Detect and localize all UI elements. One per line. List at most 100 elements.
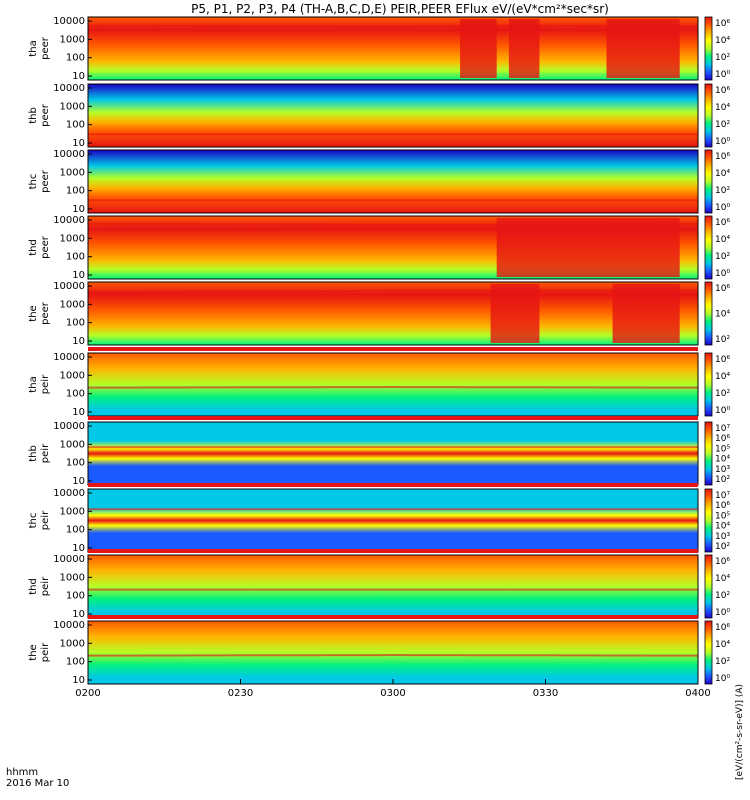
y-tick-label: 1000 [60, 101, 85, 112]
panel-frame [87, 149, 699, 214]
y-axis-label: the [28, 305, 39, 321]
y-axis-label: thd [28, 578, 39, 595]
panel-frame [87, 281, 699, 346]
colorbar-tick-label: 10² [715, 53, 730, 63]
colorbar-tick-label: 10² [715, 657, 730, 667]
y-tick-label: 100 [66, 252, 85, 263]
flux-peak-line [88, 653, 698, 657]
colorbar-tick-label: 10⁰ [715, 70, 730, 80]
y-tick-label: 1000 [60, 299, 85, 310]
colorbar-tick-label: 10⁰ [715, 674, 730, 684]
y-tick-label: 100 [66, 525, 85, 536]
colorbar-tick-label: 10² [715, 186, 730, 196]
spectrogram-image [88, 621, 698, 684]
y-tick-label: 10 [72, 609, 85, 620]
colorbar-tick-label: 10⁴ [715, 103, 730, 113]
panel-tha-peir: 10 100 1000 10000 tha peir 10⁶ 10⁴ 10² 10⁰ [28, 347, 730, 418]
y-tick-label: 100 [66, 318, 85, 329]
colorbar [704, 488, 713, 553]
y-tick-label: 1000 [60, 167, 85, 178]
colorbar-tick-label: 10⁴ [715, 235, 730, 245]
y-tick-label: 1000 [60, 34, 85, 45]
y-axis-label: tha [28, 376, 39, 392]
colorbar-tick-label: 10³ [715, 465, 730, 475]
fill-stripe [88, 615, 698, 619]
y-tick-label: 1000 [60, 638, 85, 649]
fill-stripe [88, 483, 698, 487]
colorbar-tick-label: 10⁶ [715, 355, 730, 365]
panel-thb-peer: 10 100 1000 10000 thb peer 10⁶ 10⁴ 10² 10⁰ [28, 83, 730, 149]
y-tick-label: 100 [66, 657, 85, 668]
y-axis-sublabel: peer [40, 301, 51, 325]
flux-burst [496, 218, 680, 277]
colorbar-tick-label: 10⁴ [715, 372, 730, 382]
colorbar [704, 352, 713, 417]
colorbar-tick-label: 10⁶ [715, 152, 730, 162]
y-tick-label: 10000 [53, 421, 85, 432]
colorbar-tick-label: 10⁴ [715, 310, 730, 320]
colorbar-tick-label: 10⁵ [715, 511, 730, 521]
panels: 10 100 1000 10000 tha peer 10⁶ 10⁴ 10² 10⁰ 10 100 10… [28, 16, 730, 686]
colorbar-tick-label: 10⁶ [715, 284, 730, 294]
colorbar-tick-label: 10⁶ [715, 86, 730, 96]
colorbar-tick-label: 10² [715, 252, 730, 262]
colorbar [704, 83, 713, 148]
y-tick-label: 100 [66, 53, 85, 64]
y-tick-label: 10 [72, 270, 85, 281]
y-tick-label: 10 [72, 675, 85, 686]
y-tick-label: 100 [66, 120, 85, 131]
colorbar [704, 149, 713, 214]
fill-stripe [88, 416, 698, 420]
colorbar-tick-label: 10⁵ [715, 444, 730, 454]
colorbar-tick-label: 10⁴ [715, 455, 730, 465]
y-axis-label: thc [28, 513, 39, 529]
y-tick-label: 1000 [60, 506, 85, 517]
y-tick-label: 100 [66, 389, 85, 400]
y-axis-sublabel: peir [40, 510, 51, 530]
y-axis-sublabel: peer [40, 36, 51, 60]
colorbar-tick-label: 10⁰ [715, 608, 730, 618]
y-tick-label: 100 [66, 458, 85, 469]
panel-frame [87, 83, 699, 148]
colorbar [704, 421, 713, 486]
y-tick-label: 10000 [53, 554, 85, 565]
y-axis-label: thd [28, 239, 39, 256]
colorbar-tick-label: 10⁴ [715, 169, 730, 179]
panel-thd-peer: 10 100 1000 10000 thd peer 10⁶ 10⁴ 10² 10⁰ [28, 215, 730, 281]
panel-the-peer: 10 100 1000 10000 the peer 10⁶ 10⁴ 10² [28, 281, 730, 347]
y-axis-sublabel: peer [40, 169, 51, 193]
spectrogram-image [88, 150, 698, 213]
colorbar-tick-label: 10⁶ [715, 501, 730, 511]
colorbar-tick-label: 10⁰ [715, 203, 730, 213]
colorbar-tick-label: 10⁰ [715, 137, 730, 147]
fill-stripe [88, 549, 698, 553]
colorbar-tick-label: 10⁶ [715, 19, 730, 29]
flux-peak-line [87, 289, 698, 294]
colorbar-tick-label: 10⁶ [715, 218, 730, 228]
y-axis-sublabel: peir [40, 576, 51, 596]
y-tick-label: 100 [66, 591, 85, 602]
colorbar [704, 620, 713, 685]
colorbar-tick-label: 10² [715, 591, 730, 601]
colorbar-tick-label: 10³ [715, 532, 730, 542]
spectrogram-image [88, 555, 698, 618]
y-axis-sublabel: peer [40, 235, 51, 259]
panel-thd-peir: 10 100 1000 10000 thd peir 10⁶ 10⁴ 10² 10⁰ [28, 549, 730, 620]
y-tick-label: 100 [66, 186, 85, 197]
y-tick-label: 1000 [60, 370, 85, 381]
colorbar-tick-label: 10² [715, 542, 730, 552]
colorbar-tick-label: 10⁴ [715, 522, 730, 532]
y-axis-label: thb [28, 445, 39, 462]
y-tick-label: 10000 [53, 83, 85, 94]
spectrogram-image [88, 422, 698, 485]
panel-the-peir: 10 100 1000 10000 the peir 10⁶ 10⁴ 10² 10⁰ [28, 615, 730, 686]
colorbar-tick-label: 10⁴ [715, 640, 730, 650]
colorbar-tick-label: 10⁶ [715, 623, 730, 633]
colorbar-tick-label: 10² [715, 120, 730, 130]
y-tick-label: 10 [72, 138, 85, 149]
y-axis-sublabel: peer [40, 103, 51, 127]
x-unit-label: hhmm [6, 767, 38, 778]
flux-peak-line [88, 385, 698, 389]
